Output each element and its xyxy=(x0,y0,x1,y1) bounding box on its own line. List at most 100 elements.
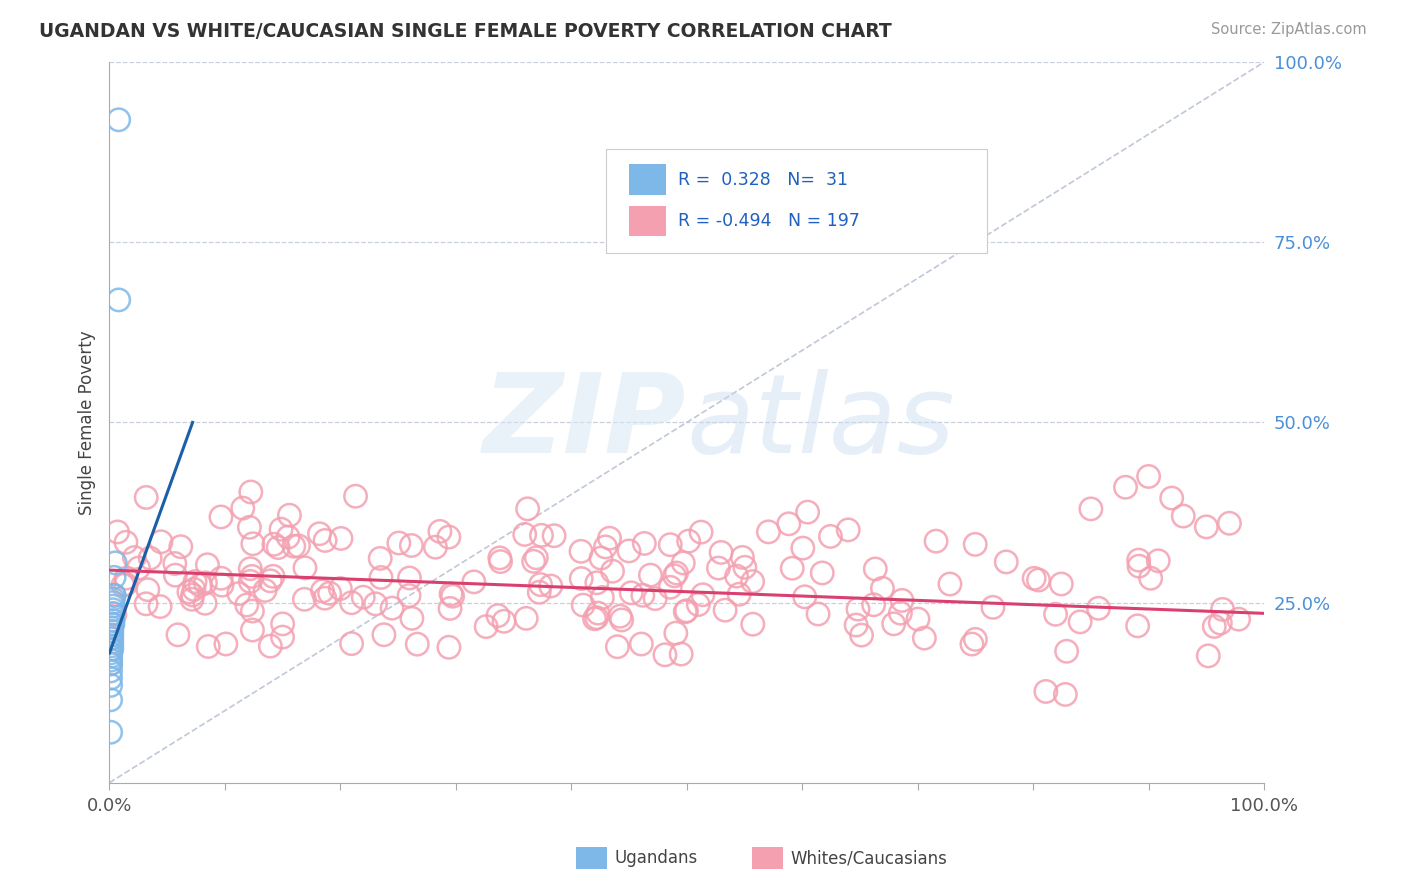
Text: Ugandans: Ugandans xyxy=(614,849,697,867)
Point xyxy=(714,603,737,617)
Point xyxy=(846,602,869,616)
Point xyxy=(569,544,592,558)
Point xyxy=(583,612,606,626)
Point xyxy=(401,539,423,553)
Point xyxy=(136,582,159,597)
Point xyxy=(429,524,451,539)
Point xyxy=(103,570,125,584)
Point xyxy=(277,530,299,544)
Point xyxy=(215,637,238,651)
Point xyxy=(240,569,263,583)
Point xyxy=(889,606,911,620)
Point xyxy=(486,608,509,623)
Point xyxy=(181,592,204,607)
Point xyxy=(114,577,136,591)
Point xyxy=(1128,559,1150,574)
Point xyxy=(167,628,190,642)
Point xyxy=(100,671,122,685)
Point xyxy=(100,628,122,642)
Point xyxy=(1128,553,1150,567)
Point xyxy=(669,647,692,661)
Point xyxy=(1045,607,1067,622)
Point xyxy=(254,583,277,598)
Point xyxy=(150,534,173,549)
Point xyxy=(242,537,264,551)
Point xyxy=(437,640,460,655)
Y-axis label: Single Female Poverty: Single Female Poverty xyxy=(79,330,96,515)
Point xyxy=(865,562,887,576)
Point xyxy=(1204,619,1226,633)
Point xyxy=(100,657,122,671)
Text: R =  0.328   N=  31: R = 0.328 N= 31 xyxy=(678,170,848,188)
Point xyxy=(515,611,537,625)
Point xyxy=(673,605,696,619)
Point xyxy=(314,533,336,548)
Point xyxy=(283,539,305,553)
Point xyxy=(778,516,800,531)
Text: Whites/Caucasians: Whites/Caucasians xyxy=(790,849,948,867)
Point xyxy=(488,550,510,565)
Point xyxy=(401,611,423,625)
Point xyxy=(741,574,763,589)
Point xyxy=(271,630,294,644)
Point xyxy=(124,550,146,565)
Point xyxy=(995,555,1018,569)
Point xyxy=(1147,554,1170,568)
Point xyxy=(1209,615,1232,630)
Point xyxy=(530,528,553,542)
Point xyxy=(344,489,367,503)
FancyBboxPatch shape xyxy=(606,149,987,253)
Point xyxy=(188,578,211,592)
Point xyxy=(654,648,676,662)
Text: UGANDAN VS WHITE/CAUCASIAN SINGLE FEMALE POVERTY CORRELATION CHART: UGANDAN VS WHITE/CAUCASIAN SINGLE FEMALE… xyxy=(39,22,893,41)
Point xyxy=(1054,688,1077,702)
Point xyxy=(960,637,983,651)
Point xyxy=(242,623,264,637)
Point xyxy=(793,590,815,604)
Point xyxy=(329,582,352,596)
Point xyxy=(101,614,124,628)
Point xyxy=(100,642,122,657)
Point xyxy=(543,529,565,543)
Point xyxy=(238,520,260,534)
Point xyxy=(837,523,859,537)
Point xyxy=(644,591,666,606)
Point xyxy=(640,568,662,582)
Point xyxy=(591,591,613,605)
Point xyxy=(851,628,873,642)
Point xyxy=(610,613,633,627)
Point xyxy=(524,550,547,565)
Point xyxy=(107,524,129,539)
Point xyxy=(1126,619,1149,633)
Point xyxy=(492,615,515,629)
Point xyxy=(165,568,187,582)
Point xyxy=(675,604,697,618)
Point xyxy=(939,577,962,591)
Point xyxy=(330,532,353,546)
Point xyxy=(181,588,204,602)
Point xyxy=(115,571,138,585)
Point xyxy=(364,597,387,611)
Point xyxy=(239,485,262,500)
Point xyxy=(1050,577,1073,591)
Point xyxy=(239,574,262,589)
Point xyxy=(103,588,125,602)
Point xyxy=(340,637,363,651)
Point xyxy=(183,582,205,597)
Point xyxy=(586,606,609,620)
Point xyxy=(585,610,607,624)
Point xyxy=(440,587,463,601)
Point xyxy=(100,621,122,635)
Point xyxy=(240,604,263,618)
Point xyxy=(1218,516,1240,531)
Point xyxy=(678,534,700,549)
Point xyxy=(741,617,763,632)
Point xyxy=(441,589,464,603)
Point xyxy=(665,566,688,580)
Point xyxy=(100,678,122,692)
Point xyxy=(907,612,929,626)
Point xyxy=(811,566,834,580)
Point xyxy=(606,640,628,654)
Point xyxy=(406,637,429,651)
Text: Source: ZipAtlas.com: Source: ZipAtlas.com xyxy=(1211,22,1367,37)
